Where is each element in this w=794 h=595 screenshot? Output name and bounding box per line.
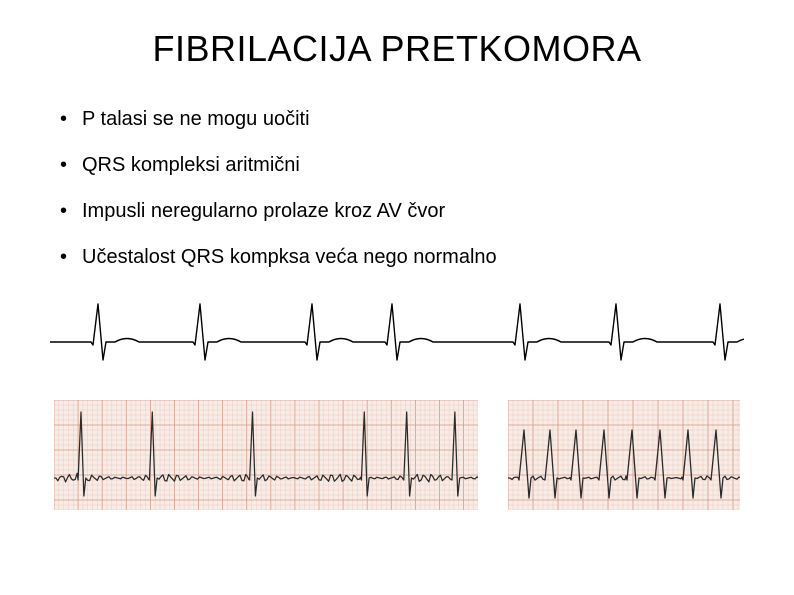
ecg-right-box	[508, 400, 740, 510]
bullet-list: P talasi se ne mogu uočiti QRS kompleksi…	[50, 106, 744, 270]
ecg-right-trace	[508, 400, 740, 510]
list-item: P talasi se ne mogu uočiti	[60, 106, 744, 132]
ecg-left-box	[54, 400, 478, 510]
list-item: Učestalost QRS kompksa veća nego normaln…	[60, 244, 744, 270]
list-item: QRS kompleksi aritmični	[60, 152, 744, 178]
ecg-bw-strip	[50, 290, 744, 370]
page-title: FIBRILACIJA PRETKOMORA	[50, 28, 744, 70]
ecg-left-trace	[54, 400, 478, 510]
list-item: Impusli neregularno prolaze kroz AV čvor	[60, 198, 744, 224]
ecg-area	[50, 290, 744, 510]
ecg-bw-trace	[50, 290, 744, 370]
ecg-row	[50, 400, 744, 510]
